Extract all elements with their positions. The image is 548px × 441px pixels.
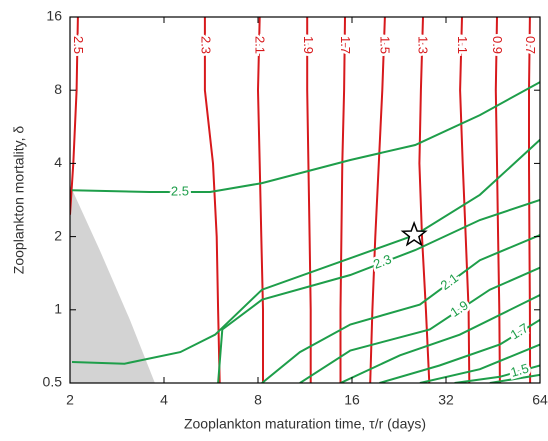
- contour-line: [70, 17, 79, 215]
- y-tick-label: 8: [54, 81, 62, 97]
- contour-label: 1.9: [301, 36, 316, 54]
- contour-line: [459, 17, 471, 383]
- contour-line: [494, 17, 501, 383]
- x-tick-label: 64: [532, 392, 548, 408]
- contour-line: [489, 373, 540, 383]
- contour-line: [379, 318, 540, 383]
- contour-line: [454, 364, 540, 383]
- y-tick-label: 0.5: [43, 374, 63, 390]
- contour-line: [261, 234, 540, 383]
- contour-label: 2.5: [71, 36, 86, 54]
- contour-label: 0.7: [523, 36, 538, 54]
- contour-line: [419, 343, 540, 383]
- x-tick-label: 4: [160, 392, 168, 408]
- plot-frame: [69, 16, 541, 384]
- contour-line: [217, 198, 540, 383]
- contour-line: [339, 17, 346, 383]
- plot-area: [70, 17, 540, 383]
- x-tick-label: 8: [254, 392, 262, 408]
- y-tick-label: 2: [54, 227, 62, 243]
- contour-label: 2.3: [199, 36, 214, 54]
- star-marker: [400, 220, 428, 247]
- contour-line: [340, 294, 540, 383]
- contour-line: [71, 139, 540, 365]
- x-tick-label: 32: [438, 392, 454, 408]
- contour-label: 0.9: [490, 36, 505, 54]
- contour-label: 1.5: [377, 36, 392, 54]
- contour-label: 1.1: [455, 36, 470, 54]
- x-axis-title: Zooplankton maturation time, τ/r (days): [184, 416, 426, 432]
- contour-line: [299, 266, 540, 383]
- contour-label: 1.3: [416, 36, 431, 54]
- y-tick-label: 16: [46, 8, 62, 24]
- y-tick-label: 1: [54, 301, 62, 317]
- contour-label: 2.1: [253, 36, 268, 54]
- contour-label: 1.7: [508, 320, 531, 342]
- contour-line: [203, 17, 221, 383]
- contour-label: 2.5: [171, 183, 189, 198]
- x-tick-label: 16: [344, 392, 360, 408]
- contour-line: [418, 17, 431, 383]
- contour-line: [71, 81, 540, 193]
- x-tick-label: 2: [66, 392, 74, 408]
- y-tick-label: 4: [54, 154, 62, 170]
- y-axis-title: Zooplankton mortality, δ: [11, 126, 27, 275]
- contour-line: [369, 17, 386, 383]
- shaded-region: [70, 185, 155, 383]
- contour-line: [306, 17, 312, 383]
- contour-label: 1.7: [338, 36, 353, 54]
- contour-line: [256, 17, 264, 383]
- contour-line: [528, 17, 532, 383]
